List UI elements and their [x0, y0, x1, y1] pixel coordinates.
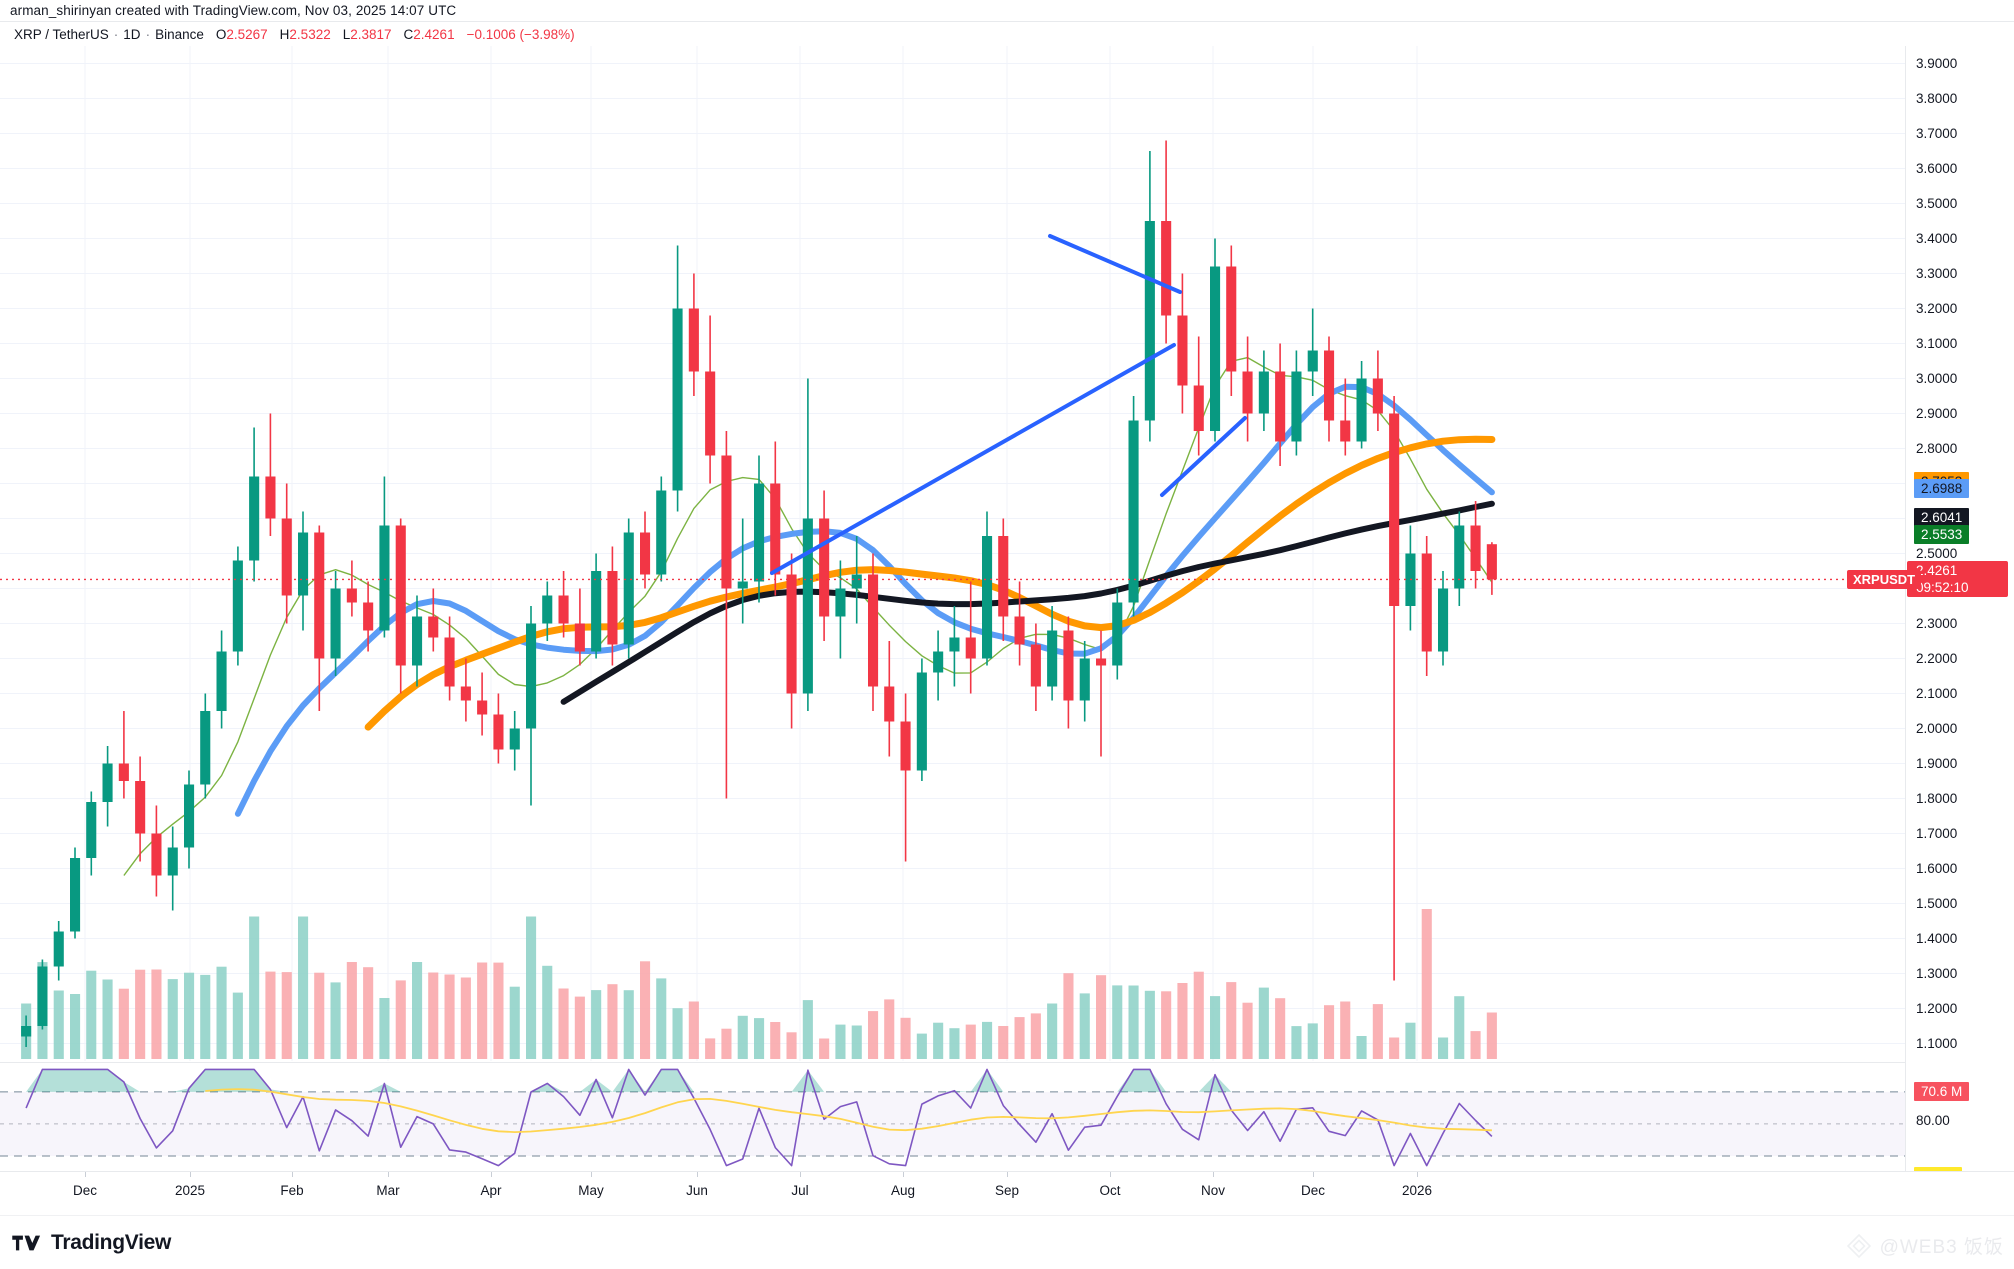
time-label-2025: 2025 — [174, 1183, 206, 1198]
credit-text: arman_shirinyan created with TradingView… — [10, 3, 457, 18]
close-label: C — [403, 26, 414, 42]
time-label-aug: Aug — [890, 1183, 916, 1198]
time-tick — [800, 1172, 801, 1177]
price-tick-2-2000: 2.2000 — [1916, 650, 1958, 666]
time-tick — [292, 1172, 293, 1177]
price-tick-2-3000: 2.3000 — [1916, 615, 1958, 631]
price-tick-1-9000: 1.9000 — [1916, 755, 1958, 771]
diamond-logo-icon — [1846, 1233, 1871, 1258]
close-value: 2.4261 — [413, 26, 455, 42]
price-tick-3-2000: 3.2000 — [1916, 300, 1958, 316]
price-tick-1-3000: 1.3000 — [1916, 965, 1958, 981]
time-label-nov: Nov — [1200, 1183, 1226, 1198]
time-label-apr: Apr — [480, 1183, 502, 1198]
open-value: 2.5267 — [226, 26, 268, 42]
price-tick-3-9000: 3.9000 — [1916, 55, 1958, 71]
price-tick-3-4000: 3.4000 — [1916, 230, 1958, 246]
time-tick — [591, 1172, 592, 1177]
high-value: 2.5322 — [289, 26, 331, 42]
watermark-text: @WEB3 饭饭 — [1879, 1237, 2004, 1258]
legend-separator-1: · — [113, 26, 119, 42]
high-label: H — [279, 26, 290, 42]
low-label: L — [342, 26, 351, 42]
rsi-canvas — [0, 1068, 1905, 1167]
time-label-oct: Oct — [1099, 1183, 1121, 1198]
last-price-countdown: 09:52:10 — [1916, 580, 1969, 596]
footer-bar: TradingView @WEB3 饭饭 — [0, 1215, 2014, 1269]
price-tick-3-7000: 3.7000 — [1916, 125, 1958, 141]
price-tick-2-5000: 2.5000 — [1916, 545, 1958, 561]
chart-legend: XRP / TetherUS · 1D · Binance O2.5267 H2… — [0, 22, 2014, 46]
ohlc-open: O2.5267 — [216, 27, 268, 42]
time-tick — [1213, 1172, 1214, 1177]
watermark: @WEB3 饭饭 — [1846, 1232, 2004, 1259]
price-tick-1-5000: 1.5000 — [1916, 895, 1958, 911]
price-pane[interactable] — [0, 46, 1905, 1061]
price-tick-2-9000: 2.9000 — [1916, 405, 1958, 421]
price-tick-1-2000: 1.2000 — [1916, 1000, 1958, 1016]
symbol-price-pill: XRPUSDT — [1847, 570, 1922, 590]
price-tick-3-3000: 3.3000 — [1916, 265, 1958, 281]
time-label-2026: 2026 — [1401, 1183, 1433, 1198]
time-tick — [1007, 1172, 1008, 1177]
credit-bar: arman_shirinyan created with TradingView… — [0, 0, 2014, 22]
price-tick-1-4000: 1.4000 — [1916, 930, 1958, 946]
price-tick-1-1000: 1.1000 — [1916, 1035, 1958, 1051]
time-tick — [697, 1172, 698, 1177]
ma-black-price-badge: 2.6041 — [1914, 507, 1970, 527]
time-label-jun: Jun — [686, 1183, 708, 1198]
ma-blue-price-badge: 2.6988 — [1914, 478, 1970, 498]
time-label-jul: Jul — [791, 1183, 809, 1198]
ohlc-close: C2.4261 — [404, 27, 455, 42]
price-tick-3-1000: 3.1000 — [1916, 335, 1958, 351]
low-value: 2.3817 — [350, 26, 392, 42]
time-tick — [1313, 1172, 1314, 1177]
rsi-pane[interactable] — [0, 1062, 1905, 1171]
time-label-feb: Feb — [280, 1183, 304, 1198]
tradingview-logo-text: TradingView — [51, 1231, 172, 1254]
price-candlestick-canvas — [0, 46, 1905, 1061]
volume-badge: 70.6 M — [1914, 1082, 1970, 1101]
ohlc-high: H2.5322 — [280, 27, 331, 42]
price-tick-1-6000: 1.6000 — [1916, 860, 1958, 876]
ma-green-price-badge: 2.5533 — [1914, 525, 1970, 545]
time-label-dec: Dec — [1300, 1183, 1326, 1198]
time-tick — [491, 1172, 492, 1177]
change-value: −0.1006 (−3.98%) — [466, 26, 575, 42]
legend-separator-2: · — [145, 26, 151, 42]
ohlc-low: L2.3817 — [343, 27, 392, 42]
price-tick-1-7000: 1.7000 — [1916, 825, 1958, 841]
time-tick — [1417, 1172, 1418, 1177]
rsi-tick-80: 80.00 — [1916, 1112, 1950, 1128]
chart-plot-area[interactable] — [0, 46, 1906, 1171]
price-tick-2-0000: 2.0000 — [1916, 720, 1958, 736]
open-label: O — [215, 26, 227, 42]
exchange-label[interactable]: Binance — [155, 26, 204, 42]
price-tick-3-5000: 3.5000 — [1916, 195, 1958, 211]
price-tick-1-8000: 1.8000 — [1916, 790, 1958, 806]
time-tick — [85, 1172, 86, 1177]
price-tick-2-1000: 2.1000 — [1916, 685, 1958, 701]
last-price-value: 2.4261 — [1916, 563, 1958, 579]
symbol-name[interactable]: XRP / TetherUS — [14, 26, 109, 42]
price-scale[interactable]: 3.9000 3.8000 3.7000 3.6000 3.5000 3.4000 3.30… — [1907, 46, 2014, 1192]
price-tick-3-6000: 3.6000 — [1916, 160, 1958, 176]
time-label-dec: Dec — [72, 1183, 98, 1198]
time-tick — [388, 1172, 389, 1177]
time-scale[interactable]: Dec 2025 Feb Mar Apr May Jun Jul Aug Sep Oct Nov Dec… — [0, 1171, 2014, 1215]
time-tick — [903, 1172, 904, 1177]
price-tick-3-0000: 3.0000 — [1916, 370, 1958, 386]
time-label-may: May — [578, 1183, 604, 1198]
time-tick — [190, 1172, 191, 1177]
tradingview-logo[interactable]: TradingView — [12, 1231, 171, 1255]
time-tick — [1110, 1172, 1111, 1177]
interval-label[interactable]: 1D — [123, 26, 141, 42]
time-label-sep: Sep — [994, 1183, 1020, 1198]
price-tick-2-8000: 2.8000 — [1916, 440, 1958, 456]
price-tick-3-8000: 3.8000 — [1916, 90, 1958, 106]
last-price-badge: 2.4261 09:52:10 — [1907, 561, 2008, 598]
tradingview-logo-icon — [12, 1235, 41, 1251]
time-label-mar: Mar — [376, 1183, 400, 1198]
